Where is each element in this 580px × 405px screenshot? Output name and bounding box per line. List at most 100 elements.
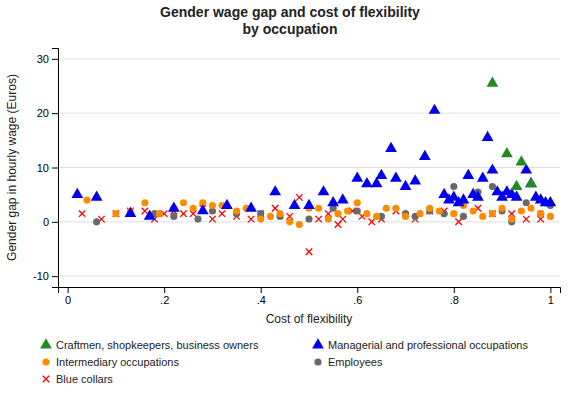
- grid-line-y: [58, 167, 560, 168]
- scatter-point: [141, 199, 148, 206]
- legend-label: Employees: [328, 356, 383, 368]
- tick-label: .8: [450, 294, 459, 306]
- scatter-point: [508, 216, 515, 223]
- scatter-point: [460, 213, 467, 220]
- scatter-point: [180, 210, 186, 216]
- scatter-point: [518, 207, 525, 214]
- series-group: [93, 183, 554, 225]
- scatter-point: [327, 196, 339, 206]
- scatter-point: [462, 169, 474, 179]
- grid-line-y: [58, 58, 560, 59]
- scatter-point: [436, 207, 443, 214]
- tick-label: 0: [43, 216, 49, 228]
- scatter-point: [315, 216, 321, 222]
- tick-label: 30: [37, 53, 49, 65]
- scatter-point: [296, 221, 303, 228]
- series-group: [71, 104, 556, 220]
- scatter-point: [369, 219, 375, 225]
- axis-tick: 30: [37, 53, 58, 65]
- scatter-point: [209, 202, 216, 209]
- axis-tick: 0: [65, 287, 71, 306]
- scatter-point: [296, 194, 302, 200]
- scatter-point: [156, 210, 163, 217]
- tick-mark: [550, 287, 551, 293]
- chart-title: Gender wage gap and cost of flexibilityb…: [160, 4, 420, 37]
- scatter-point: [416, 210, 423, 217]
- legend-swatch: [40, 338, 52, 348]
- scatter-point: [429, 104, 441, 114]
- scatter-point: [537, 210, 544, 217]
- legend-label: Intermediary occupations: [56, 356, 179, 368]
- x-axis: 0 .2 .4 .6 .8 1: [59, 287, 561, 306]
- scatter-point: [209, 216, 215, 222]
- scatter-point: [354, 207, 361, 214]
- scatter-point: [450, 210, 457, 217]
- chart-svg: Gender wage gap and cost of flexibilityb…: [0, 0, 580, 405]
- scatter-point: [426, 205, 433, 212]
- grid-line-y: [58, 113, 560, 114]
- scatter-point: [419, 150, 431, 160]
- scatter-point: [511, 180, 523, 190]
- scatter-point: [450, 183, 457, 190]
- scatter-point: [197, 204, 209, 214]
- scatter-point: [194, 216, 201, 223]
- scatter-point: [267, 213, 274, 220]
- tick-label: 10: [37, 162, 49, 174]
- tick-mark: [357, 287, 358, 293]
- chart-title-line: by occupation: [243, 21, 338, 37]
- axis-tick: .4: [257, 287, 266, 306]
- scatter-point: [383, 205, 390, 212]
- scatter-point: [334, 210, 341, 217]
- tick-label: .6: [353, 294, 362, 306]
- axis-domain: [52, 49, 59, 288]
- scatter-point: [499, 205, 506, 212]
- scatter-point: [361, 177, 373, 187]
- chart-container: Gender wage gap and cost of flexibilityb…: [0, 0, 580, 405]
- scatter-point: [501, 147, 513, 157]
- scatter-point: [523, 216, 529, 222]
- scatter-point: [305, 216, 312, 223]
- series-group: [83, 197, 554, 229]
- scatter-point: [248, 216, 254, 222]
- tick-mark: [52, 113, 58, 114]
- scatter-point: [482, 131, 494, 141]
- axis-tick: 10: [37, 162, 58, 174]
- scatter-point: [337, 193, 349, 203]
- chart-title-line: Gender wage gap and cost of flexibility: [160, 4, 420, 20]
- legend-swatch: [42, 358, 49, 365]
- grid-line-y: [58, 276, 560, 277]
- y-axis: -100102030: [33, 49, 58, 288]
- scatter-point: [306, 248, 312, 254]
- scatter-point: [489, 183, 496, 190]
- scatter-point: [289, 199, 301, 209]
- tick-label: -10: [33, 270, 49, 282]
- scatter-point: [523, 199, 530, 206]
- tick-mark: [52, 276, 58, 277]
- scatter-point: [325, 216, 332, 223]
- scatter-point: [113, 210, 119, 216]
- scatter-point: [180, 199, 187, 206]
- scatter-point: [83, 197, 90, 204]
- scatter-point: [190, 205, 197, 212]
- scatter-point: [233, 207, 240, 214]
- scatter-point: [286, 218, 293, 225]
- scatter-point: [525, 177, 537, 187]
- scatter-point: [170, 213, 177, 220]
- tick-label: 1: [548, 294, 554, 306]
- legend: Craftmen, shopkeepers, business ownersMa…: [40, 338, 528, 385]
- legend-swatch: [43, 376, 49, 382]
- y-axis-title: Gender gap in hourly wage (Euros): [5, 74, 19, 261]
- tick-label: .2: [160, 294, 169, 306]
- scatter-point: [125, 207, 137, 217]
- scatter-point: [392, 205, 399, 212]
- scatter-point: [221, 199, 233, 209]
- scatter-point: [340, 216, 346, 222]
- tick-label: 0: [65, 294, 71, 306]
- legend-item: Managerial and professional occupations: [312, 338, 528, 351]
- scatter-point: [487, 163, 499, 173]
- scatter-point: [245, 201, 257, 211]
- scatter-point: [91, 191, 103, 201]
- tick-label: .4: [257, 294, 266, 306]
- scatter-point: [142, 208, 148, 214]
- scatter-point: [489, 210, 495, 216]
